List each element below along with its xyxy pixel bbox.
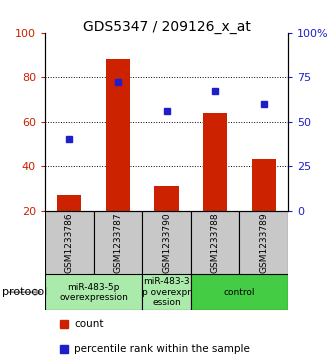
Text: GSM1233788: GSM1233788 xyxy=(210,212,220,273)
Bar xyxy=(57,195,82,211)
Bar xyxy=(252,159,276,211)
Text: count: count xyxy=(74,319,104,329)
Text: control: control xyxy=(224,288,255,297)
Text: miR-483-3
p overexpr
ession: miR-483-3 p overexpr ession xyxy=(142,277,191,307)
Bar xyxy=(191,211,239,274)
Bar xyxy=(191,274,288,310)
Bar xyxy=(155,186,179,211)
Bar xyxy=(45,274,142,310)
Text: GSM1233789: GSM1233789 xyxy=(259,212,268,273)
Text: GSM1233787: GSM1233787 xyxy=(113,212,123,273)
Text: GSM1233790: GSM1233790 xyxy=(162,212,171,273)
Bar xyxy=(45,211,94,274)
Text: miR-483-5p
overexpression: miR-483-5p overexpression xyxy=(59,282,128,302)
Text: GDS5347 / 209126_x_at: GDS5347 / 209126_x_at xyxy=(83,20,250,34)
Bar xyxy=(239,211,288,274)
Text: GSM1233786: GSM1233786 xyxy=(65,212,74,273)
Bar xyxy=(142,211,191,274)
Text: percentile rank within the sample: percentile rank within the sample xyxy=(74,344,250,354)
Bar xyxy=(94,211,142,274)
Bar xyxy=(142,274,191,310)
Bar xyxy=(203,113,227,211)
Text: protocol: protocol xyxy=(2,287,47,297)
Bar xyxy=(106,59,130,211)
